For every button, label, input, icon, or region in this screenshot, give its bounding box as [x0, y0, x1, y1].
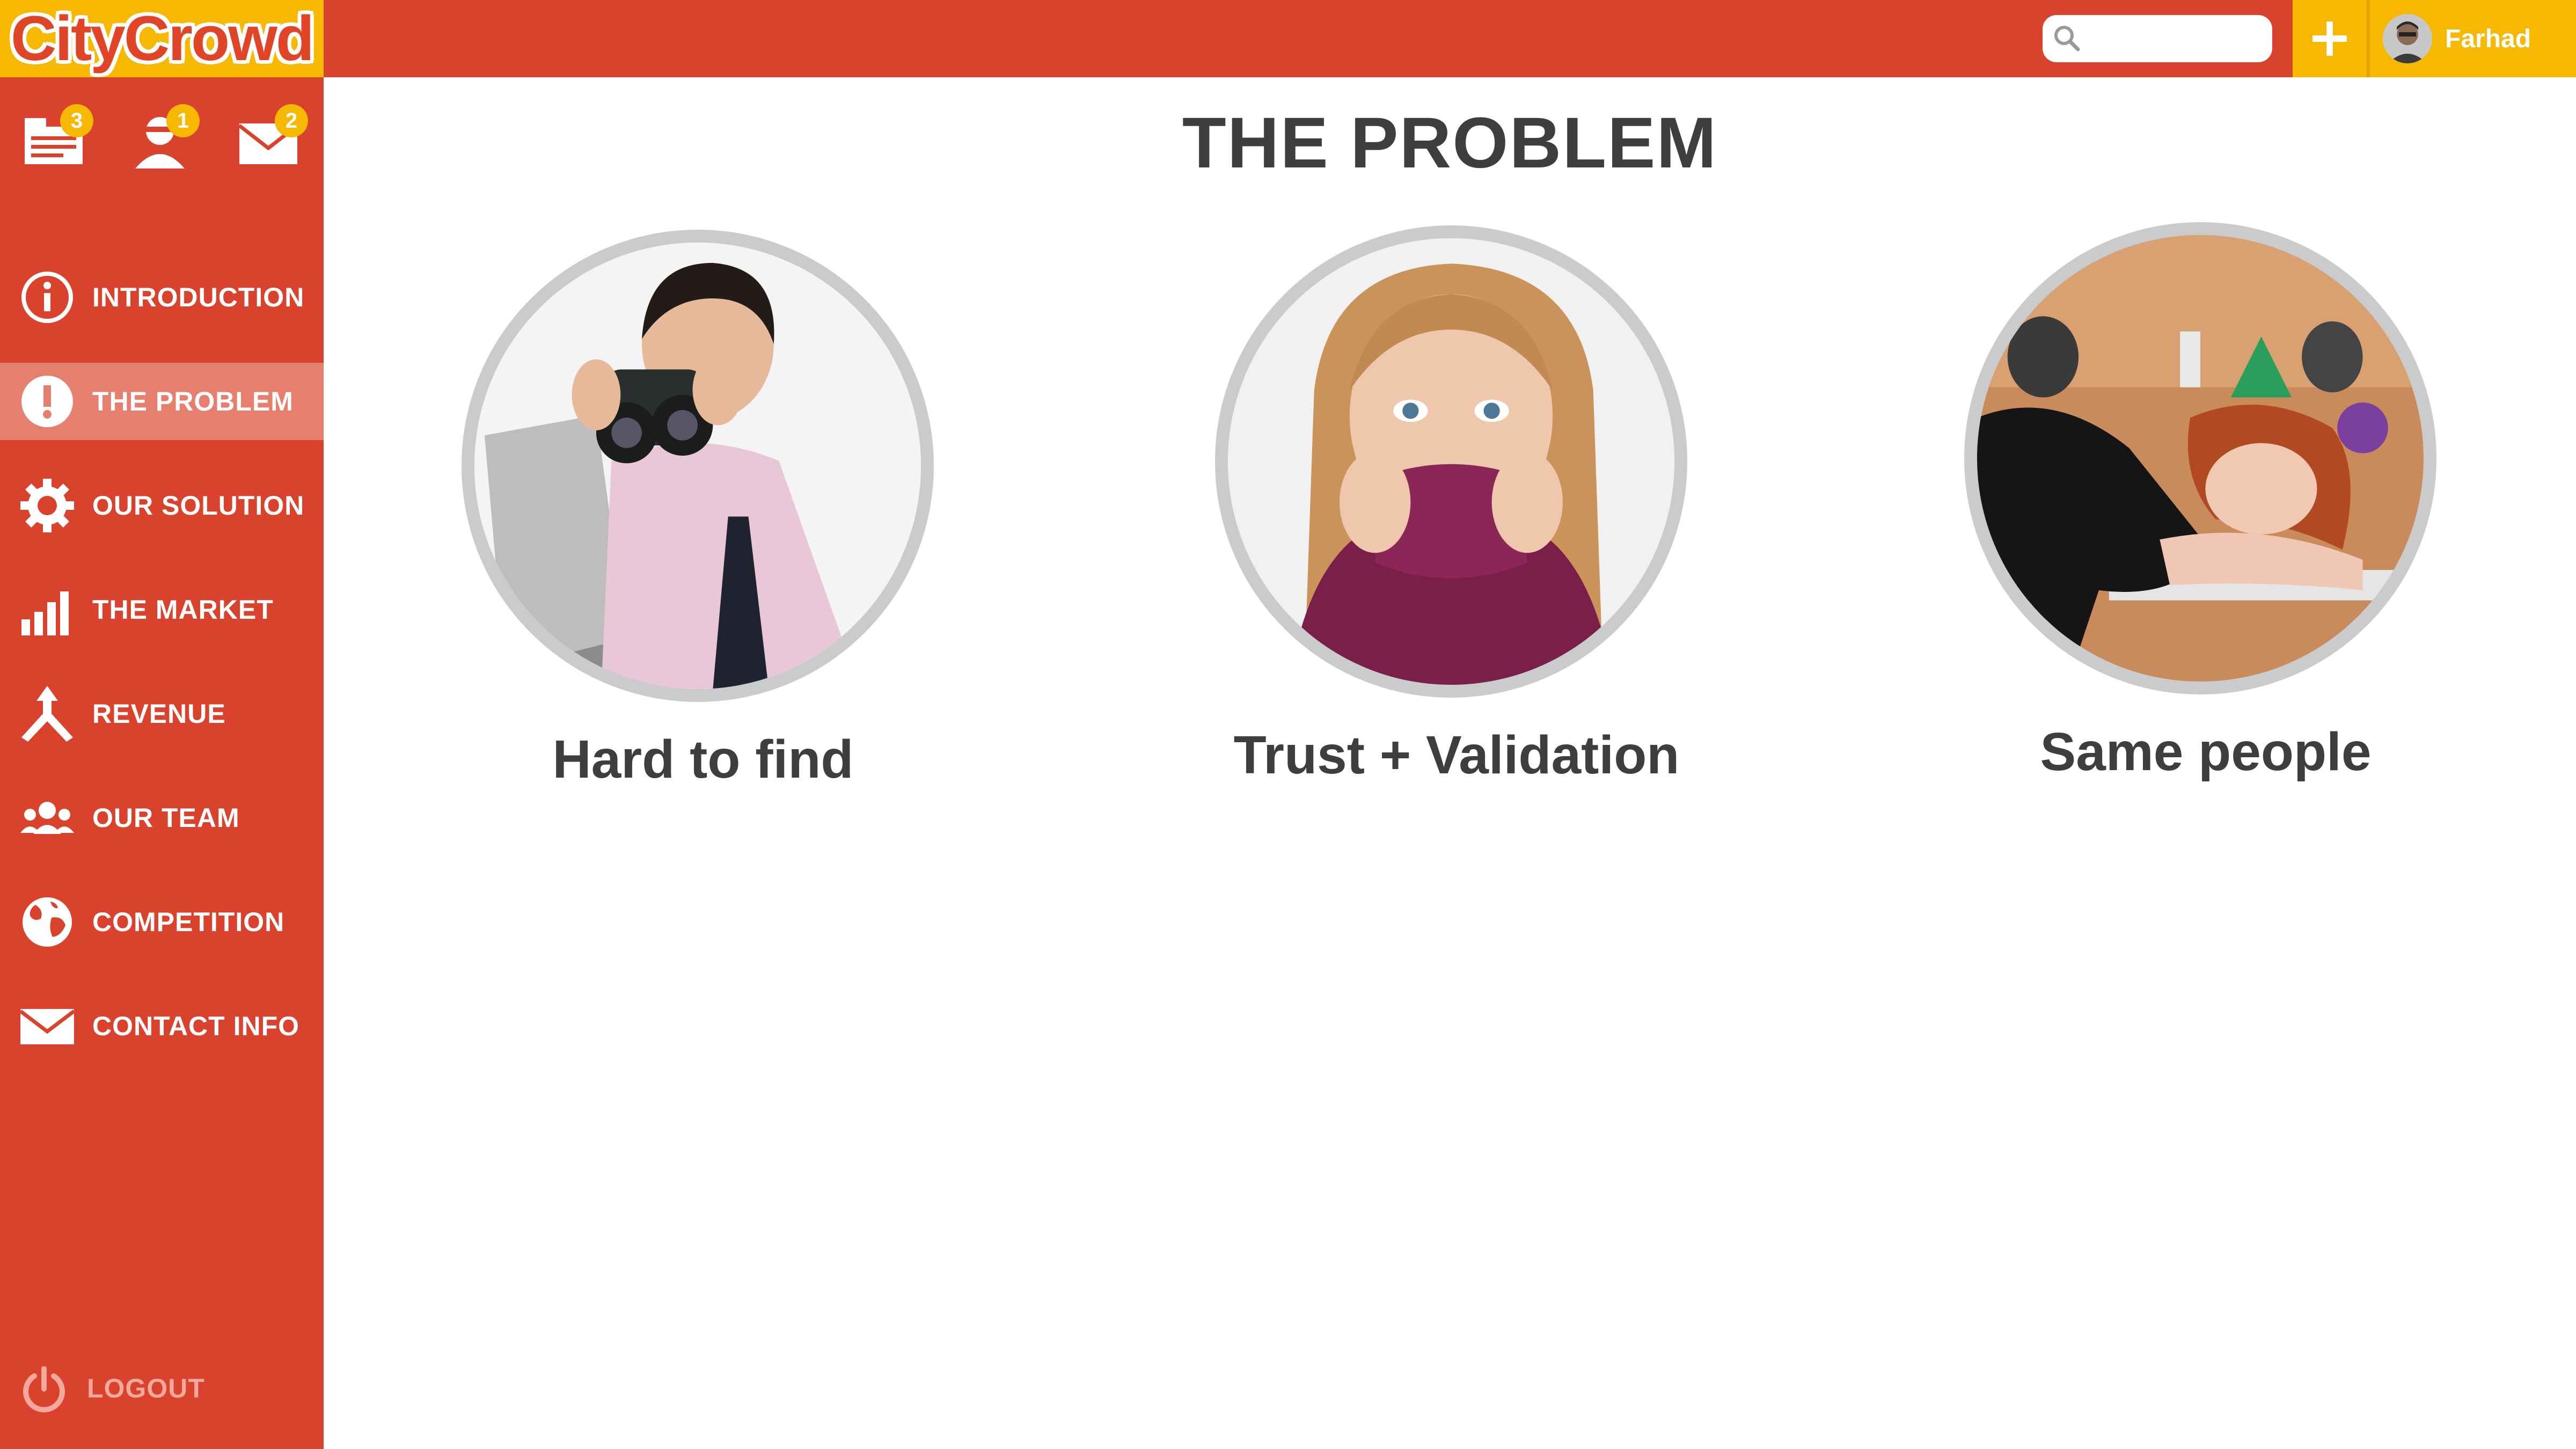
- app-logo[interactable]: CityCrowd: [0, 0, 324, 77]
- top-bar: CityCrowd Farhad: [0, 0, 2576, 77]
- sidebar-item-label: THE MARKET: [92, 595, 274, 625]
- tasks-badge: 3: [60, 104, 93, 137]
- sidebar-item-label: REVENUE: [92, 699, 226, 729]
- user-menu[interactable]: Farhad: [2370, 0, 2576, 77]
- avatar: [2383, 14, 2432, 63]
- sidebar-item-competition[interactable]: COMPETITION: [0, 883, 324, 961]
- add-button[interactable]: [2293, 0, 2370, 77]
- sidebar-item-introduction[interactable]: INTRODUCTION: [0, 259, 324, 336]
- card-caption: Hard to find: [552, 729, 854, 789]
- logout-label: LOGOUT: [87, 1373, 205, 1403]
- search-box[interactable]: [2043, 15, 2272, 62]
- sidebar-item-our-solution[interactable]: OUR SOLUTION: [0, 467, 324, 544]
- requests-badge: 1: [166, 104, 200, 137]
- plus-icon: [2312, 21, 2347, 56]
- envelope-icon: [19, 998, 75, 1054]
- card-image-bored-woman: [1964, 222, 2436, 694]
- messages-notification[interactable]: 2: [236, 104, 308, 170]
- sidebar-item-label: CONTACT INFO: [92, 1011, 300, 1041]
- sidebar-item-the-market[interactable]: THE MARKET: [0, 571, 324, 648]
- sidebar-item-label: COMPETITION: [92, 907, 285, 937]
- sidebar-item-label: OUR TEAM: [92, 803, 240, 833]
- user-name: Farhad: [2445, 24, 2531, 53]
- bar-chart-icon: [19, 582, 75, 638]
- user-icon: [135, 117, 185, 169]
- globe-icon: [19, 894, 75, 950]
- alert-icon: [19, 374, 75, 429]
- sidebar-item-revenue[interactable]: REVENUE: [0, 675, 324, 752]
- sidebar-item-our-team[interactable]: OUR TEAM: [0, 779, 324, 857]
- logout-button[interactable]: LOGOUT: [0, 1349, 324, 1430]
- search-input[interactable]: [2085, 20, 2265, 57]
- messages-badge: 2: [275, 104, 308, 137]
- notification-bar: 3 1 2: [0, 77, 324, 185]
- requests-notification[interactable]: 1: [128, 104, 200, 170]
- page-title: THE PROBLEM: [1182, 103, 1718, 183]
- sidebar-item-contact-info[interactable]: CONTACT INFO: [0, 987, 324, 1065]
- team-icon: [19, 790, 75, 846]
- sidebar-item-label: THE PROBLEM: [92, 386, 294, 416]
- sidebar-item-label: OUR SOLUTION: [92, 491, 305, 521]
- card-caption: Trust + Validation: [1233, 725, 1680, 785]
- sidebar-item-label: INTRODUCTION: [92, 282, 305, 312]
- sidebar-item-the-problem[interactable]: THE PROBLEM: [0, 363, 324, 440]
- power-icon: [23, 1366, 65, 1413]
- tasks-notification[interactable]: 3: [21, 104, 93, 170]
- card-image-binoculars: [462, 230, 934, 702]
- card-image-anxious-woman: [1215, 225, 1687, 698]
- info-icon: [19, 269, 75, 325]
- sidebar: 3 1 2 INTRODUCTION: [0, 77, 324, 1449]
- merge-arrow-icon: [19, 686, 75, 742]
- gear-icon: [19, 478, 75, 533]
- app-logo-text: CityCrowd: [11, 3, 314, 74]
- search-icon: [2054, 26, 2080, 52]
- card-caption: Same people: [2040, 722, 2372, 782]
